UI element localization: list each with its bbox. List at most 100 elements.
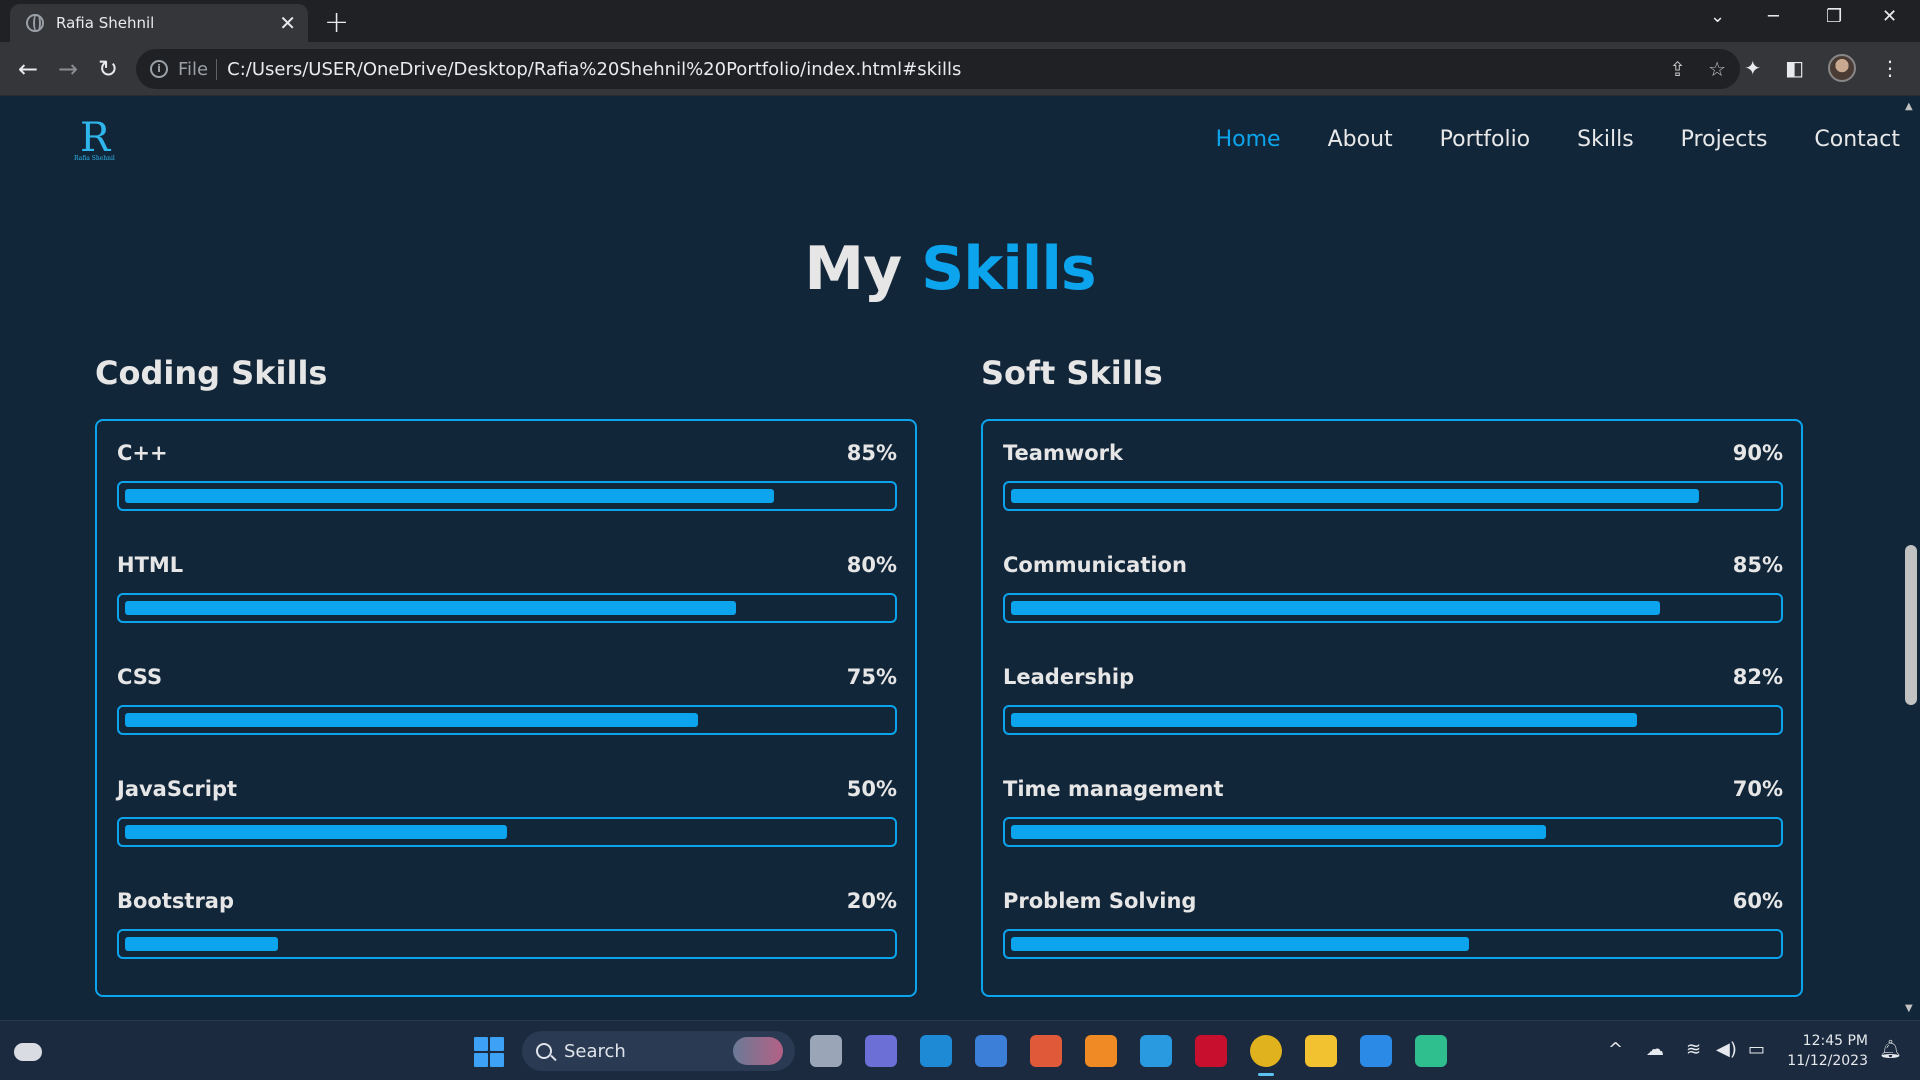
wifi-icon[interactable]: ≋ [1686, 1039, 1702, 1060]
side-panel-icon[interactable]: ◧ [1785, 56, 1804, 80]
menu-icon[interactable]: ⋮ [1880, 56, 1900, 80]
tab-title: Rafia Shehnil [56, 14, 155, 32]
page-scrollbar[interactable]: ▲ ▼ [1900, 97, 1920, 1020]
info-icon[interactable]: i [150, 60, 168, 78]
globe-icon [26, 14, 44, 32]
show-hidden-icons[interactable]: ^ [1608, 1039, 1624, 1060]
myhp-icon[interactable] [920, 1035, 952, 1067]
skill-progress-track [1003, 929, 1783, 959]
skill-name: Problem Solving [1003, 889, 1197, 913]
main-nav: Home About Portfolio Skills Projects Contact [1169, 127, 1900, 152]
skill-progress-fill [1011, 825, 1546, 839]
address-bar[interactable]: i File C:/Users/USER/OneDrive/Desktop/Ra… [136, 49, 1740, 89]
url-text[interactable]: C:/Users/USER/OneDrive/Desktop/Rafia%20S… [227, 58, 962, 80]
tab-close-icon[interactable]: ✕ [279, 11, 296, 35]
scroll-up-icon[interactable]: ▲ [1905, 101, 1913, 112]
weather-icon[interactable] [14, 1037, 44, 1063]
skill-progress-fill [1011, 937, 1469, 951]
coding-skills-title: Coding Skills [95, 354, 328, 392]
nav-link-skills[interactable]: Skills [1577, 127, 1634, 152]
help-icon[interactable] [1140, 1035, 1172, 1067]
logo-text: Rafia Shehnil [74, 155, 115, 162]
skill-percent: 50% [846, 777, 897, 801]
skill-percent: 80% [846, 553, 897, 577]
skill-progress-track [117, 929, 897, 959]
back-icon[interactable]: ← [17, 54, 39, 83]
profile-avatar[interactable] [1828, 54, 1856, 82]
tab-search-icon[interactable]: ⌄ [1710, 6, 1726, 27]
skill-name: Bootstrap [117, 889, 234, 913]
skill-percent: 85% [846, 441, 897, 465]
volume-icon[interactable]: ◀) [1716, 1039, 1737, 1060]
skill-percent: 85% [1732, 553, 1783, 577]
browser-tab[interactable]: Rafia Shehnil ✕ [10, 4, 308, 42]
nav-link-contact[interactable]: Contact [1814, 127, 1900, 152]
skill-percent: 20% [846, 889, 897, 913]
scroll-down-icon[interactable]: ▼ [1905, 1003, 1913, 1014]
skill-percent: 70% [1732, 777, 1783, 801]
taskbar-search-label: Search [564, 1040, 626, 1062]
soft-skills-title: Soft Skills [981, 354, 1163, 392]
browser-toolbar: ← → ↻ i File C:/Users/USER/OneDrive/Desk… [0, 42, 1920, 96]
share-icon[interactable]: ⇪ [1669, 57, 1687, 81]
skill-progress-track [1003, 705, 1783, 735]
skill-progress-fill [125, 489, 774, 503]
extensions-icon[interactable]: ✦ [1744, 56, 1762, 80]
skill-progress-track [117, 705, 897, 735]
browser-tab-strip: Rafia Shehnil ✕ + ⌄ ─ ❐ ✕ [0, 0, 1920, 42]
reload-icon[interactable]: ↻ [97, 54, 119, 83]
window-close-icon[interactable]: ✕ [1882, 6, 1898, 27]
git-icon[interactable] [1030, 1035, 1062, 1067]
windows-start-icon[interactable] [474, 1037, 504, 1067]
search-highlight-icon [733, 1037, 783, 1065]
skill-percent: 75% [846, 665, 897, 689]
clock-time: 12:45 PM [1802, 1033, 1868, 1049]
skill-progress-fill [1011, 713, 1637, 727]
file-explorer-icon[interactable] [1305, 1035, 1337, 1067]
battery-icon[interactable]: ▭ [1748, 1039, 1766, 1060]
taskbar-search[interactable]: Search [522, 1031, 795, 1071]
clock-date: 11/12/2023 [1787, 1053, 1868, 1069]
site-logo[interactable]: R Rafia Shehnil [74, 115, 126, 167]
nav-link-about[interactable]: About [1327, 127, 1393, 152]
skill-progress-track [117, 481, 897, 511]
skill-name: JavaScript [117, 777, 238, 801]
restore-icon[interactable]: ❐ [1826, 6, 1843, 27]
url-scheme: File [178, 58, 218, 80]
store-icon[interactable] [975, 1035, 1007, 1067]
skill-name: Teamwork [1003, 441, 1123, 465]
firefox-icon[interactable] [1085, 1035, 1117, 1067]
teams-chat-icon[interactable] [865, 1035, 897, 1067]
minimize-icon[interactable]: ─ [1768, 6, 1779, 27]
system-clock[interactable]: 12:45 PM 11/12/2023 [1787, 1031, 1868, 1071]
vscode-icon[interactable] [1360, 1035, 1392, 1067]
taskbar: Search ^ ☁ ≋ ◀) ▭ 12:45 PM 11/12/2023 🔔︎ [0, 1020, 1920, 1080]
scroll-thumb[interactable] [1905, 545, 1917, 705]
nav-link-projects[interactable]: Projects [1680, 127, 1768, 152]
skill-progress-track [117, 817, 897, 847]
nav-link-portfolio[interactable]: Portfolio [1439, 127, 1531, 152]
logo-mark: R [80, 115, 111, 161]
skill-progress-track [1003, 593, 1783, 623]
skill-progress-fill [1011, 489, 1699, 503]
onedrive-icon[interactable]: ☁ [1646, 1039, 1664, 1060]
bookmark-star-icon[interactable]: ☆ [1708, 57, 1726, 81]
skill-progress-track [1003, 817, 1783, 847]
skill-name: Communication [1003, 553, 1187, 577]
forward-icon[interactable]: → [57, 54, 79, 83]
mcafee-icon[interactable] [1195, 1035, 1227, 1067]
page-viewport: R Rafia Shehnil Home About Portfolio Skills… [0, 97, 1900, 1020]
edge-icon[interactable] [1415, 1035, 1447, 1067]
skill-name: HTML [117, 553, 184, 577]
skill-progress-fill [125, 825, 507, 839]
skill-percent: 60% [1732, 889, 1783, 913]
chrome-icon[interactable] [1250, 1035, 1282, 1076]
heading-plain: My [804, 234, 902, 304]
skill-progress-fill [1011, 601, 1660, 615]
search-icon [536, 1043, 552, 1059]
new-tab-button[interactable]: + [324, 5, 350, 40]
task-view-icon[interactable] [810, 1035, 842, 1067]
coding-skills-card: C++ 85% HTML 80% CSS 75% JavaScript 50% Bootstra… [95, 419, 917, 997]
nav-link-home[interactable]: Home [1215, 127, 1281, 152]
notification-bell-icon[interactable]: 🔔︎ [1879, 1039, 1902, 1060]
